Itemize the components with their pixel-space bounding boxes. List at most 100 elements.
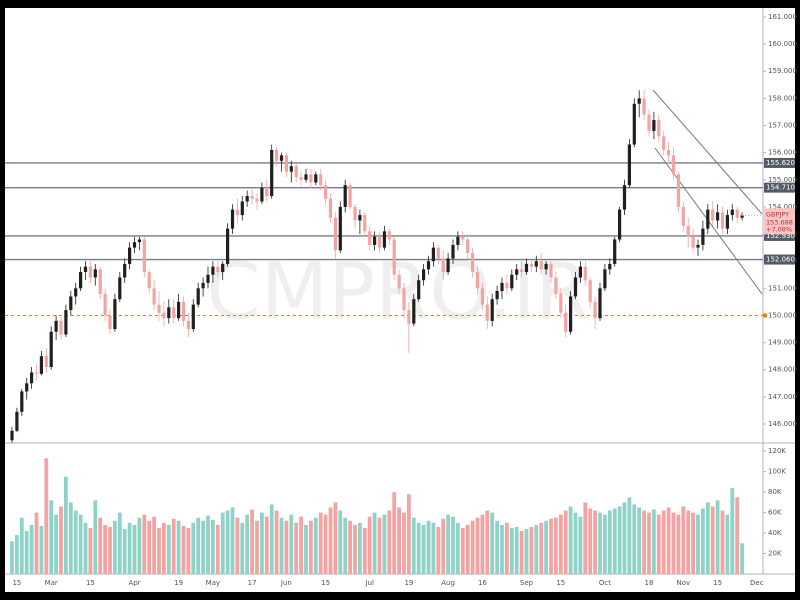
- candle-body: [363, 215, 367, 232]
- volume-bar: [534, 524, 539, 574]
- candle-body: [613, 239, 617, 264]
- volume-bar: [416, 522, 421, 574]
- volume-bar: [328, 507, 333, 574]
- candle-body: [83, 266, 88, 273]
- volume-bar: [10, 541, 14, 574]
- candle-body: [59, 320, 63, 335]
- volume-bar: [676, 514, 681, 574]
- candle-body: [328, 198, 333, 218]
- candle-body: [235, 209, 239, 216]
- candle-body: [167, 307, 171, 319]
- volume-tick-label: 20K: [768, 550, 782, 558]
- volume-bar: [583, 502, 588, 574]
- candle-body: [480, 288, 484, 305]
- volume-bar: [157, 527, 161, 574]
- volume-bar: [137, 517, 142, 574]
- y-tick-label: 156.000: [768, 149, 797, 157]
- x-tick-label: May: [206, 579, 220, 587]
- x-tick-label: Oct: [599, 579, 611, 587]
- volume-bar: [64, 476, 68, 574]
- candle-body: [544, 263, 548, 270]
- volume-bar: [230, 507, 235, 574]
- volume-bar: [661, 510, 666, 574]
- volume-bar: [29, 524, 34, 574]
- volume-bar: [593, 510, 597, 574]
- x-tick-label: 15: [556, 579, 565, 587]
- volume-bar: [211, 519, 215, 574]
- candle-body: [284, 155, 288, 172]
- last-price-label: 153.688: [766, 218, 793, 226]
- candle-body: [637, 98, 641, 104]
- candle-body: [657, 120, 661, 137]
- y-tick-label: 158.000: [768, 94, 797, 102]
- volume-bar: [343, 517, 348, 574]
- candle-body: [108, 315, 112, 330]
- candle-body: [289, 166, 293, 172]
- volume-bar: [607, 510, 612, 574]
- candle-body: [608, 263, 612, 270]
- candle-body: [324, 185, 328, 199]
- x-tick-label: Aug: [441, 579, 455, 587]
- volume-bar: [73, 510, 78, 574]
- volume-bar: [289, 514, 294, 574]
- candle-body: [510, 274, 514, 289]
- volume-bar: [377, 517, 382, 574]
- x-tick-label: 19: [174, 579, 183, 587]
- volume-tick-label: 40K: [768, 529, 782, 537]
- volume-bar: [98, 517, 103, 574]
- volume-bar: [686, 510, 691, 574]
- volume-bar: [436, 526, 441, 574]
- y-tick-label: 149.000: [768, 339, 797, 347]
- candle-body: [466, 239, 470, 254]
- volume-bar: [333, 502, 338, 574]
- volume-bar: [475, 517, 480, 574]
- volume-bar: [426, 520, 431, 574]
- candle-body: [147, 272, 151, 289]
- candle-body: [69, 296, 73, 311]
- volume-bar: [446, 514, 450, 574]
- volume-bar: [78, 514, 83, 574]
- candle-body: [436, 247, 440, 259]
- candle-body: [397, 274, 401, 289]
- canvas: [5, 8, 795, 592]
- candle-body: [30, 372, 34, 384]
- volume-bar: [647, 512, 651, 574]
- level-label-bg: [764, 182, 795, 193]
- level-label-bg: [764, 230, 795, 241]
- volume-bar: [720, 510, 725, 574]
- y-tick-label: 155.000: [768, 176, 797, 184]
- candle-body: [725, 215, 729, 229]
- candle-body: [338, 206, 342, 251]
- candle-body: [240, 201, 244, 216]
- volume-bar: [431, 522, 436, 574]
- volume-bar: [598, 512, 602, 574]
- candle-body: [696, 244, 700, 248]
- candle-body: [412, 299, 416, 324]
- x-tick-label: 15: [86, 579, 95, 587]
- volume-bar: [362, 527, 367, 574]
- y-tick-label: 160.000: [768, 40, 797, 48]
- volume-bar: [710, 506, 715, 574]
- x-tick-label: Dec: [750, 579, 764, 587]
- candle-body: [20, 391, 24, 412]
- volume-bar: [451, 516, 455, 574]
- volume-bar: [113, 520, 117, 574]
- candle-body: [461, 236, 465, 240]
- y-tick-label: 161.000: [768, 13, 797, 21]
- candle-body: [529, 263, 533, 267]
- candle-body: [446, 258, 450, 273]
- candle-body: [118, 277, 122, 300]
- candle-body: [152, 288, 156, 305]
- volume-bar: [39, 525, 44, 574]
- volume-bar: [142, 514, 147, 574]
- volume-bar: [274, 510, 279, 574]
- candle-body: [588, 280, 592, 302]
- volume-bar: [514, 526, 519, 574]
- volume-bar: [666, 507, 671, 574]
- volume-bar: [206, 515, 210, 574]
- level-label: 152.060: [766, 256, 795, 264]
- candle-body: [196, 288, 200, 305]
- candle-body: [632, 103, 636, 145]
- volume-bar: [421, 524, 426, 574]
- candle-body: [505, 282, 509, 289]
